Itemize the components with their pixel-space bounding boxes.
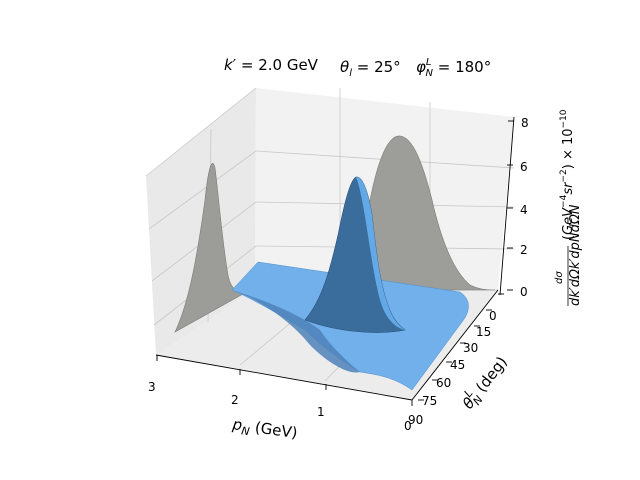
z-tick-labels: 0 2 4 6 8 — [520, 116, 529, 299]
y-tick-label: 90 — [408, 413, 423, 427]
x-tick-label: 1 — [317, 405, 325, 419]
z-tick-label: 4 — [520, 203, 528, 217]
z-tick-label: 8 — [521, 116, 529, 130]
chart-title: k′ = 2.0 GeV θl = 25° φL N = 180° — [224, 56, 491, 79]
title-theta-l: θl = 25° — [340, 58, 401, 79]
z-axis-label-numerator: dσ — [554, 271, 565, 284]
y-tick-label: 15 — [476, 325, 491, 339]
tick-marks — [156, 120, 514, 406]
x-axis-label: pN (GeV) — [230, 415, 299, 445]
z-tick-label: 2 — [520, 243, 528, 257]
z-axis-label-units: (GeV−4sr−2) × 10−10 — [559, 109, 576, 240]
z-tick-label: 6 — [520, 160, 528, 174]
projection-theta-left — [174, 162, 252, 333]
y-tick-label: 45 — [450, 358, 465, 372]
axis-lines — [155, 116, 515, 401]
y-tick-label: 60 — [436, 376, 451, 390]
x-tick-label: 0 — [404, 419, 412, 433]
surface-ridge-shadow — [232, 290, 360, 373]
surface-peak-highlight — [356, 176, 405, 330]
x-tick-labels: 3 2 1 0 — [148, 380, 412, 433]
x-tick-label: 2 — [231, 393, 239, 407]
title-kprime: k′ = 2.0 GeV — [224, 56, 319, 74]
x-tick-label: 3 — [148, 380, 156, 394]
y-tick-label: 75 — [422, 394, 437, 408]
z-tick-label: 0 — [520, 285, 528, 299]
z-axis-label: dσ dk′dΩk′dpNdΩN (GeV−4sr−2) × 10−10 — [554, 109, 583, 306]
surface — [231, 176, 469, 391]
y-tick-label: 30 — [463, 341, 478, 355]
y-tick-label: 0 — [489, 309, 497, 323]
y-tick-labels: 0 15 30 45 60 75 90 — [408, 309, 497, 427]
title-phi: φL N = 180° — [416, 57, 491, 79]
z-axis-label-denominator: dk′dΩk′dpNdΩN — [568, 204, 583, 306]
